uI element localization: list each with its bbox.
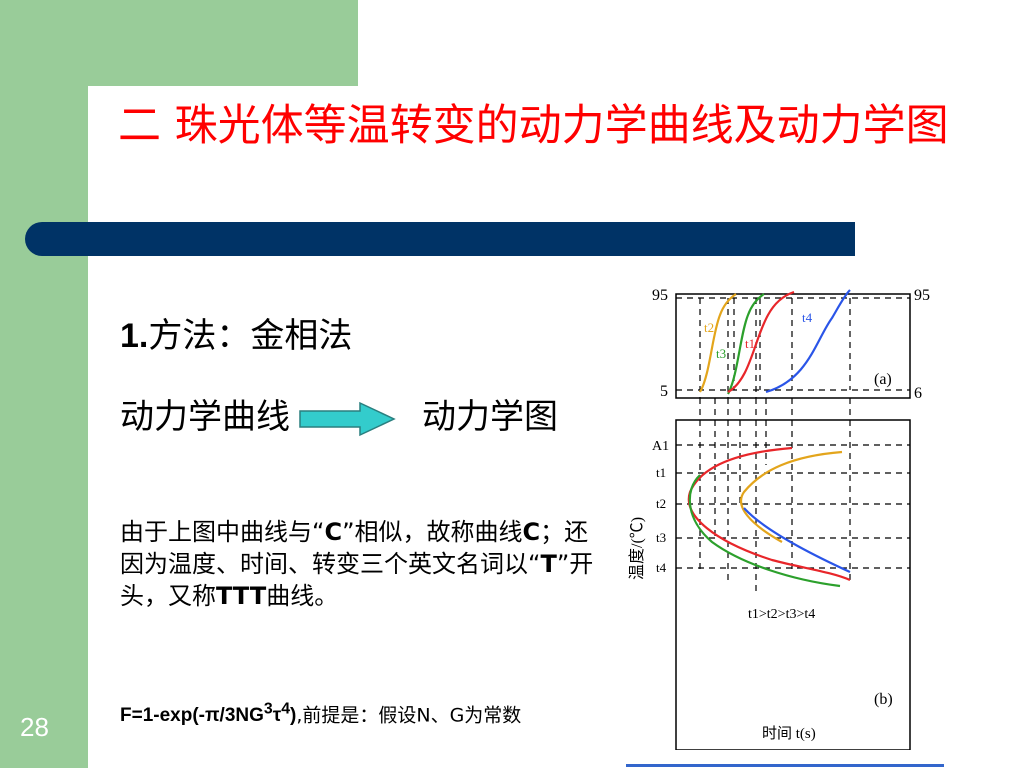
relation-label: t1>t2>t3>t4: [748, 607, 815, 622]
curve-label-t3: t3: [716, 346, 726, 361]
tick-t1: t1: [656, 465, 666, 480]
panel-a-frame: [675, 293, 911, 399]
formula-expression: F=1-exp(-π/3NG3τ4): [120, 701, 297, 727]
curve-a-t1: [727, 290, 795, 393]
para-text: ；还因为温度、时间、转变三个英文名词以“: [120, 518, 589, 578]
y-axis-label: 温度/(℃): [628, 517, 646, 580]
curve-label-t1: t1: [745, 336, 755, 351]
explanation-paragraph: 由于上图中曲线与“C”相似，故称曲线C；还因为温度、时间、转变三个英文名词以“T…: [120, 516, 600, 612]
tick-a1: A1: [652, 439, 669, 454]
right-arrow-icon: [298, 401, 398, 437]
panel-a-top-right: 95: [914, 287, 930, 304]
curve-a-t2: [699, 293, 737, 393]
formula-line: F=1-exp(-π/3NG3τ4),前提是：假设N、G为常数: [120, 698, 620, 728]
kinetics-curve-label: 动力学曲线: [120, 397, 290, 437]
para-text: 曲线。: [266, 582, 339, 610]
slide-title: 二 珠光体等温转变的动力学曲线及动力学图: [118, 101, 949, 151]
x-axis-label: 时间 t(s): [762, 725, 816, 742]
formula-sup: 4: [281, 701, 290, 718]
formula-sup: 3: [263, 701, 273, 718]
para-bold: TTT: [216, 582, 267, 610]
panel-a-top-left: 95: [652, 287, 668, 304]
panel-a-bottom-left: 5: [660, 383, 668, 400]
page-number: 28: [20, 712, 49, 742]
kinetics-line: 动力学曲线 动力学图: [120, 392, 580, 442]
para-bold: C: [324, 518, 343, 546]
title-underline-bar: [25, 222, 855, 256]
para-text: ”相似，故称曲线: [342, 518, 523, 546]
panel-a-label: (a): [874, 371, 892, 388]
curve-a-t4: [765, 289, 851, 394]
curve-a-t3: [727, 293, 765, 395]
figure-bottom-line: [626, 764, 944, 767]
tick-t3: t3: [656, 530, 666, 545]
top-decor-band: [0, 0, 358, 86]
method-number: 1.: [120, 317, 149, 355]
method-heading: 1.方法：金相法: [120, 308, 352, 357]
curve-b-t1: [687, 446, 851, 582]
left-decor-band: [0, 0, 88, 768]
tick-t4: t4: [656, 560, 667, 575]
formula-part: ): [290, 705, 297, 727]
panel-b-label: (b): [874, 691, 893, 708]
para-text: 由于上图中曲线与“: [120, 518, 325, 546]
curve-b-t3: [688, 474, 841, 588]
tick-t2: t2: [656, 496, 666, 511]
curve-b-t2: [739, 450, 843, 543]
para-text: ”开头，又称: [120, 550, 594, 610]
para-bold: T: [540, 550, 557, 578]
curve-label-t4: t4: [802, 310, 813, 325]
method-text: 方法：金相法: [148, 316, 353, 356]
formula-part: τ: [272, 705, 282, 727]
ttt-figure: 95 5 95 6 (a) t2 t3 t1 t4 A1 t1 t2 t3 t4…: [628, 287, 930, 750]
curve-label-t2: t2: [704, 320, 714, 335]
content-corner: [88, 86, 208, 206]
para-bold: C: [522, 518, 541, 546]
formula-note: ,前提是：假设N、G为常数: [296, 704, 522, 727]
panel-b-frame: [675, 419, 911, 750]
panel-a-bottom-right: 6: [914, 385, 922, 402]
formula-part: F=1-exp(-π/3NG: [120, 705, 264, 727]
kinetics-diagram-label: 动力学图: [422, 397, 558, 437]
curve-b-t4: [743, 507, 851, 573]
